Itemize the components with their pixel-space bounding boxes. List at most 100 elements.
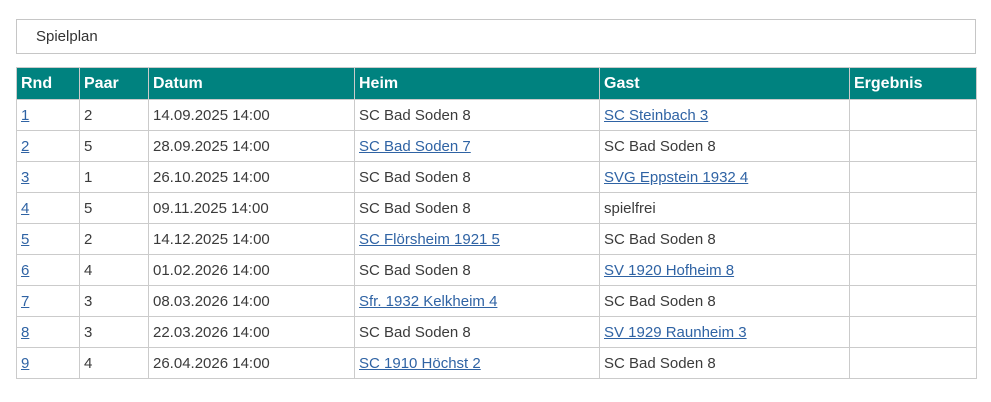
cell-ergebnis [849,285,977,317]
cell-paar: 2 [79,99,149,131]
round-link[interactable]: 4 [21,199,30,217]
match-date: 01.02.2026 14:00 [153,261,270,279]
home-team-link[interactable]: Sfr. 1932 Kelkheim 4 [359,292,498,310]
cell-ergebnis [849,223,977,255]
match-date: 28.09.2025 14:00 [153,137,270,155]
cell-datum: 26.04.2026 14:00 [148,347,355,379]
table-row: 4 5 09.11.2025 14:00 SC Bad Soden 8 spie… [16,192,977,224]
cell-rnd: 9 [16,347,80,379]
round-link[interactable]: 6 [21,261,30,279]
guest-team-link[interactable]: SVG Eppstein 1932 4 [604,168,749,186]
cell-paar: 3 [79,285,149,317]
home-team: SC Bad Soden 8 [359,261,471,279]
pair-number: 2 [84,230,93,248]
cell-ergebnis [849,192,977,224]
cell-ergebnis [849,347,977,379]
home-team-link[interactable]: SC 1910 Höchst 2 [359,354,481,372]
guest-team: SC Bad Soden 8 [604,354,716,372]
round-link[interactable]: 2 [21,137,30,155]
cell-datum: 26.10.2025 14:00 [148,161,355,193]
match-date: 26.04.2026 14:00 [153,354,270,372]
cell-gast: SV 1920 Hofheim 8 [599,254,850,286]
guest-team-link[interactable]: SV 1929 Raunheim 3 [604,323,747,341]
guest-team-link[interactable]: SC Steinbach 3 [604,106,709,124]
round-link[interactable]: 8 [21,323,30,341]
cell-heim: SC 1910 Höchst 2 [354,347,600,379]
cell-heim: SC Bad Soden 8 [354,99,600,131]
match-date: 14.09.2025 14:00 [153,106,270,124]
pair-number: 2 [84,106,93,124]
cell-gast: spielfrei [599,192,850,224]
cell-datum: 08.03.2026 14:00 [148,285,355,317]
column-header-rnd: Rnd [16,67,80,100]
cell-paar: 2 [79,223,149,255]
cell-datum: 14.12.2025 14:00 [148,223,355,255]
cell-paar: 5 [79,130,149,162]
table-row: 9 4 26.04.2026 14:00 SC 1910 Höchst 2 SC… [16,347,977,379]
round-link[interactable]: 9 [21,354,30,372]
round-link[interactable]: 1 [21,106,30,124]
pair-number: 1 [84,168,93,186]
cell-rnd: 5 [16,223,80,255]
round-link[interactable]: 3 [21,168,30,186]
home-team: SC Bad Soden 8 [359,323,471,341]
match-date: 22.03.2026 14:00 [153,323,270,341]
schedule-table: Rnd Paar Datum Heim Gast Ergebnis 1 2 14… [16,67,977,379]
cell-datum: 14.09.2025 14:00 [148,99,355,131]
match-date: 14.12.2025 14:00 [153,230,270,248]
home-team: SC Bad Soden 8 [359,168,471,186]
column-header-datum: Datum [148,67,355,100]
cell-rnd: 6 [16,254,80,286]
cell-gast: SC Bad Soden 8 [599,130,850,162]
table-row: 5 2 14.12.2025 14:00 SC Flörsheim 1921 5… [16,223,977,255]
cell-ergebnis [849,99,977,131]
panel-title-label: Spielplan [36,28,98,45]
pair-number: 4 [84,354,93,372]
table-row: 8 3 22.03.2026 14:00 SC Bad Soden 8 SV 1… [16,316,977,348]
cell-heim: SC Bad Soden 8 [354,254,600,286]
table-row: 2 5 28.09.2025 14:00 SC Bad Soden 7 SC B… [16,130,977,162]
pair-number: 3 [84,323,93,341]
guest-team: spielfrei [604,199,656,217]
cell-heim: Sfr. 1932 Kelkheim 4 [354,285,600,317]
cell-gast: SC Bad Soden 8 [599,285,850,317]
round-link[interactable]: 5 [21,230,30,248]
cell-gast: SC Bad Soden 8 [599,223,850,255]
home-team: SC Bad Soden 8 [359,199,471,217]
cell-datum: 28.09.2025 14:00 [148,130,355,162]
home-team: SC Bad Soden 8 [359,106,471,124]
cell-gast: SC Bad Soden 8 [599,347,850,379]
guest-team: SC Bad Soden 8 [604,137,716,155]
cell-paar: 3 [79,316,149,348]
cell-ergebnis [849,130,977,162]
cell-rnd: 7 [16,285,80,317]
cell-ergebnis [849,161,977,193]
home-team-link[interactable]: SC Flörsheim 1921 5 [359,230,500,248]
match-date: 26.10.2025 14:00 [153,168,270,186]
cell-heim: SC Bad Soden 8 [354,161,600,193]
cell-gast: SVG Eppstein 1932 4 [599,161,850,193]
table-header-row: Rnd Paar Datum Heim Gast Ergebnis [16,67,977,100]
cell-paar: 4 [79,254,149,286]
cell-datum: 09.11.2025 14:00 [148,192,355,224]
round-link[interactable]: 7 [21,292,30,310]
cell-heim: SC Flörsheim 1921 5 [354,223,600,255]
cell-rnd: 8 [16,316,80,348]
guest-team-link[interactable]: SV 1920 Hofheim 8 [604,261,735,279]
column-header-ergebnis: Ergebnis [849,67,977,100]
table-row: 6 4 01.02.2026 14:00 SC Bad Soden 8 SV 1… [16,254,977,286]
cell-datum: 22.03.2026 14:00 [148,316,355,348]
guest-team: SC Bad Soden 8 [604,230,716,248]
cell-ergebnis [849,254,977,286]
pair-number: 5 [84,137,93,155]
table-row: 3 1 26.10.2025 14:00 SC Bad Soden 8 SVG … [16,161,977,193]
cell-paar: 4 [79,347,149,379]
cell-datum: 01.02.2026 14:00 [148,254,355,286]
home-team-link[interactable]: SC Bad Soden 7 [359,137,471,155]
cell-rnd: 1 [16,99,80,131]
guest-team: SC Bad Soden 8 [604,292,716,310]
table-row: 1 2 14.09.2025 14:00 SC Bad Soden 8 SC S… [16,99,977,131]
table-row: 7 3 08.03.2026 14:00 Sfr. 1932 Kelkheim … [16,285,977,317]
cell-ergebnis [849,316,977,348]
column-header-gast: Gast [599,67,850,100]
